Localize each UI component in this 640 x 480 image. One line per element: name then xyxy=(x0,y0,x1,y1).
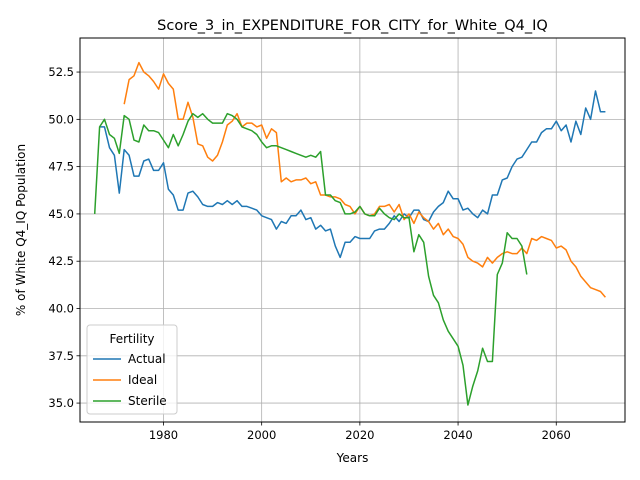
y-axis-label: % of White Q4_IQ Population xyxy=(14,144,28,316)
axis-ticks: 1980 2000 2020 2040 2060 35.0 37.5 40.0 42.5 45.0… xyxy=(48,65,571,442)
y-tick-label: 52.5 xyxy=(48,65,74,79)
legend-title: Fertility xyxy=(109,332,154,346)
grid-lines xyxy=(80,38,625,422)
legend-label-actual: Actual xyxy=(128,352,166,366)
y-tick-label: 37.5 xyxy=(48,349,74,363)
x-tick-label: 2060 xyxy=(542,428,571,442)
axes-frame xyxy=(79,37,626,423)
chart-title: Score_3_in_EXPENDITURE_FOR_CITY_for_Whit… xyxy=(157,18,548,34)
y-tick-label: 45.0 xyxy=(48,207,74,221)
y-tick-label: 42.5 xyxy=(48,254,74,268)
x-tick-label: 2000 xyxy=(247,428,276,442)
legend-items: Actual Ideal Sterile xyxy=(93,352,167,408)
y-tick-label: 50.0 xyxy=(48,112,74,126)
x-tick-label: 2040 xyxy=(443,428,472,442)
legend: Fertility Actual Ideal Sterile xyxy=(86,324,178,415)
y-tick-label: 47.5 xyxy=(48,160,74,174)
x-axis-label: Years xyxy=(336,451,369,465)
series-line-actual xyxy=(99,90,606,259)
legend-label-sterile: Sterile xyxy=(128,394,167,408)
series-line-sterile xyxy=(93,112,528,406)
legend-label-ideal: Ideal xyxy=(128,373,157,387)
y-tick-label: 40.0 xyxy=(48,302,74,316)
x-tick-label: 2020 xyxy=(345,428,374,442)
series-lines xyxy=(93,61,606,406)
y-tick-label: 35.0 xyxy=(48,396,74,410)
legend-box xyxy=(86,324,178,415)
x-tick-label: 1980 xyxy=(149,428,178,442)
